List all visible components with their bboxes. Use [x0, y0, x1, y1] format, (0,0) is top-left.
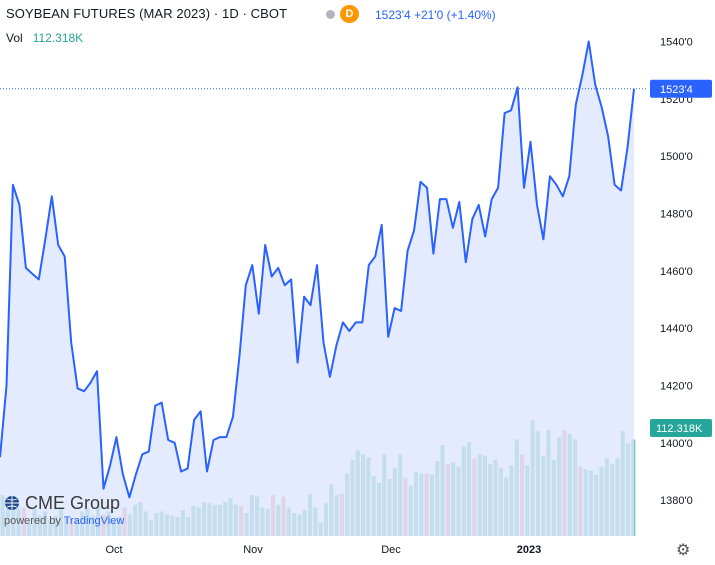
- delayed-badge[interactable]: D: [340, 5, 359, 23]
- y-tick-label: 1480'0: [660, 209, 693, 221]
- volume-legend: Vol 112.318K: [6, 31, 83, 45]
- y-tick-label: 1420'0: [660, 381, 693, 393]
- volume-label: Vol: [6, 31, 23, 45]
- x-tick-label: Oct: [105, 544, 122, 556]
- status-badges: D: [324, 4, 362, 24]
- y-tick-label: 1380'0: [660, 495, 693, 507]
- chart-header: SOYBEAN FUTURES (MAR 2023) · 1D · CBOT: [6, 6, 287, 21]
- symbol-title: SOYBEAN FUTURES (MAR 2023) · 1D · CBOT: [6, 6, 288, 21]
- y-tick-label: 1540'0: [660, 37, 693, 49]
- cme-logo: CME Group powered by TradingView: [4, 493, 124, 527]
- last-volume-label-bg: [650, 419, 712, 437]
- y-tick-label: 1440'0: [660, 323, 693, 335]
- time-axis: Oct Nov Dec 2023: [105, 544, 541, 556]
- x-tick-label: 2023: [517, 544, 541, 556]
- y-tick-label: 1400'0: [660, 438, 693, 450]
- y-tick-label: 1500'0: [660, 151, 693, 163]
- tradingview-text[interactable]: TradingView: [63, 515, 125, 527]
- dot-icon: [326, 10, 335, 19]
- last-price-label: 1523'4: [660, 84, 693, 96]
- globe-icon: [5, 496, 19, 510]
- powered-by-text: powered by: [4, 515, 64, 527]
- last-volume-label: 112.318K: [656, 423, 703, 435]
- x-tick-label: Dec: [381, 544, 401, 556]
- price-area-fill: [0, 41, 634, 536]
- volume-value: 112.318K: [32, 31, 84, 45]
- price-axis: 1380'0 1400'0 1420'0 1440'0 1460'0 1480'0 1500…: [660, 37, 693, 508]
- price-change-readout: 1523'4 +21'0 (+1.40%): [375, 8, 496, 22]
- y-tick-label: 1460'0: [660, 266, 693, 278]
- cme-group-text: CME Group: [25, 493, 121, 513]
- axis-labels: 1523'4 112.318K: [650, 79, 712, 437]
- x-tick-label: Nov: [243, 544, 263, 556]
- gear-icon[interactable]: ⚙: [676, 542, 691, 559]
- price-line: [0, 40, 635, 499]
- last-price-label-bg: [650, 79, 712, 98]
